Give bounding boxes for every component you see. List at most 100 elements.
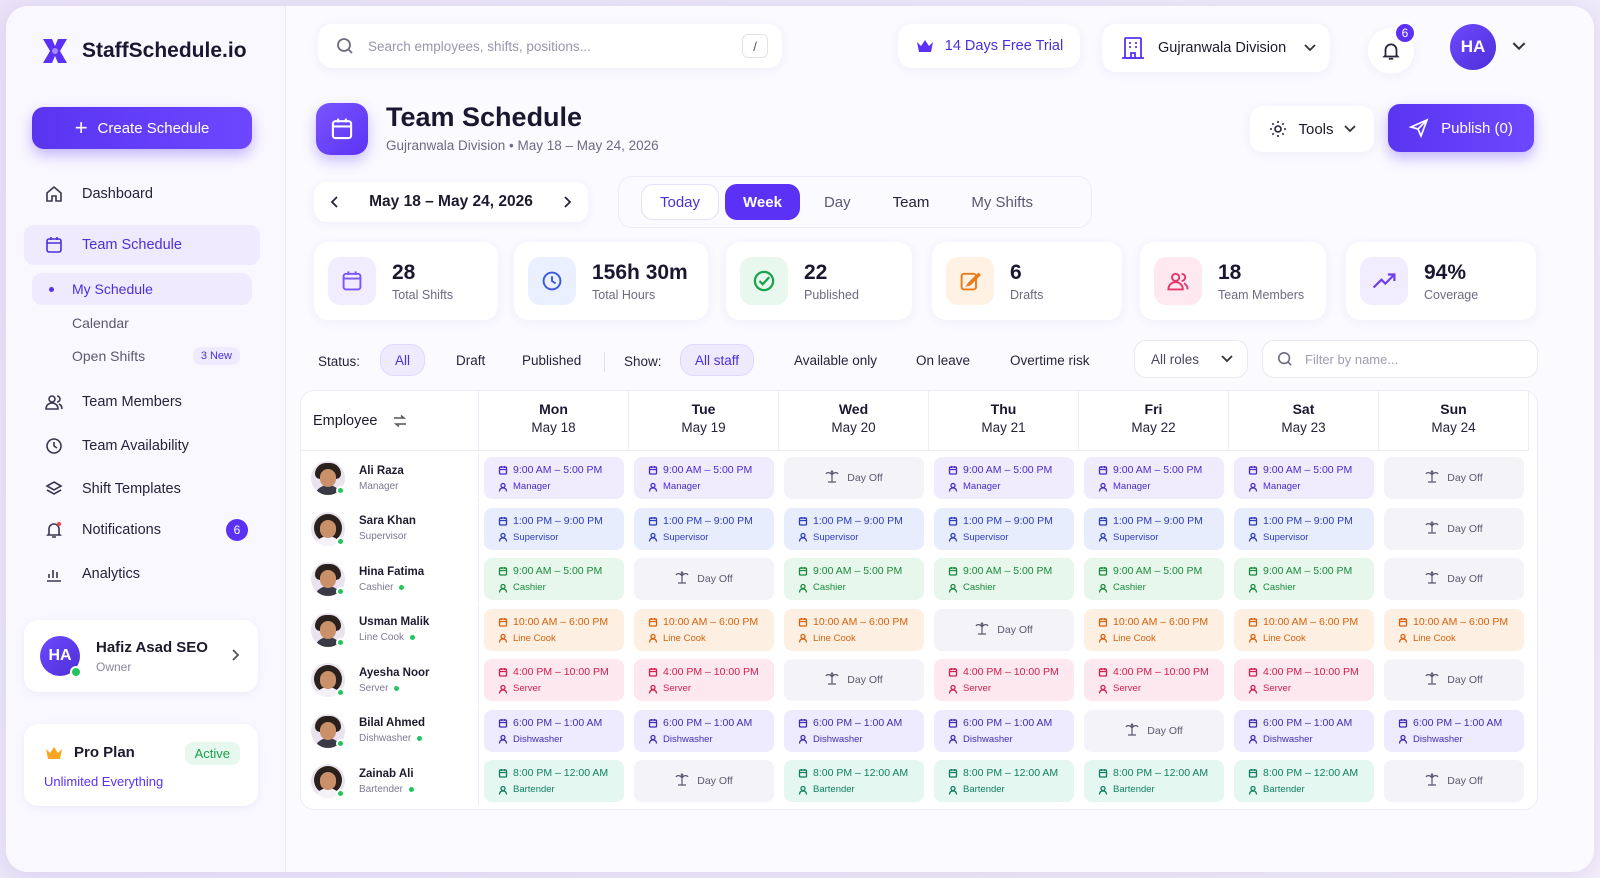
employee-row-header[interactable]: Hina Fatima Cashier <box>301 554 479 604</box>
shift-block[interactable]: 4:00 PM – 10:00 PM Server <box>1084 659 1224 701</box>
sort-icon[interactable] <box>393 414 407 427</box>
sidebar-item-analytics[interactable]: Analytics <box>24 554 260 594</box>
day-off-cell[interactable]: Day Off <box>1384 457 1524 499</box>
sidebar-item-shift-templates[interactable]: Shift Templates <box>24 469 260 509</box>
shift-block[interactable]: 9:00 AM – 5:00 PM Manager <box>484 457 624 499</box>
sidebar-subitem-calendar[interactable]: Calendar <box>32 307 252 339</box>
shift-block[interactable]: 10:00 AM – 6:00 PM Line Cook <box>1234 608 1374 651</box>
day-column-header[interactable]: Sun May 24 <box>1379 391 1529 451</box>
user-profile-card[interactable]: HA Hafiz Asad SEO Owner <box>24 620 258 692</box>
stat-card-total-hours[interactable]: 156h 30m Total Hours <box>514 242 708 320</box>
account-avatar[interactable]: HA <box>1450 24 1496 70</box>
day-column-header[interactable]: Tue May 19 <box>629 391 779 451</box>
day-column-header[interactable]: Wed May 20 <box>779 391 929 451</box>
employee-row-header[interactable]: Zainab Ali Bartender <box>301 756 479 806</box>
shift-block[interactable]: 6:00 PM – 1:00 AM Dishwasher <box>1234 709 1374 752</box>
tab-today[interactable]: Today <box>641 184 720 220</box>
shift-block[interactable]: 10:00 AM – 6:00 PM Line Cook <box>1084 608 1224 651</box>
day-off-cell[interactable]: Day Off <box>1384 558 1524 600</box>
sidebar-item-team-members[interactable]: Team Members <box>24 382 260 422</box>
tools-menu-button[interactable]: Tools <box>1250 106 1374 152</box>
shift-block[interactable]: 9:00 AM – 5:00 PM Manager <box>1084 457 1224 499</box>
shift-block[interactable]: 9:00 AM – 5:00 PM Cashier <box>784 558 924 600</box>
publish-button[interactable]: Publish (0) <box>1388 104 1534 152</box>
shift-block[interactable]: 4:00 PM – 10:00 PM Server <box>934 659 1074 701</box>
shift-block[interactable]: 6:00 PM – 1:00 AM Dishwasher <box>784 709 924 752</box>
tab-team[interactable]: Team <box>892 193 930 211</box>
tab-day[interactable]: Day <box>823 193 851 211</box>
plan-card[interactable]: Pro Plan Active Unlimited Everything <box>24 724 258 806</box>
day-off-cell[interactable]: Day Off <box>1084 709 1224 752</box>
show-filter-all-staff[interactable]: All staff <box>680 344 755 376</box>
shift-block[interactable]: 6:00 PM – 1:00 AM Dishwasher <box>634 709 774 752</box>
status-filter-published[interactable]: Published <box>522 352 582 368</box>
day-column-header[interactable]: Fri May 22 <box>1079 391 1229 451</box>
show-filter-available[interactable]: Available only <box>794 352 878 368</box>
shift-block[interactable]: 9:00 AM – 5:00 PM Cashier <box>1084 558 1224 600</box>
day-off-cell[interactable]: Day Off <box>784 457 924 499</box>
shift-block[interactable]: 4:00 PM – 10:00 PM Server <box>484 659 624 701</box>
sidebar-item-dashboard[interactable]: Dashboard <box>24 174 260 214</box>
tab-my-shifts[interactable]: My Shifts <box>971 193 1034 211</box>
shift-block[interactable]: 1:00 PM – 9:00 PM Supervisor <box>934 507 1074 550</box>
shift-block[interactable]: 8:00 PM – 12:00 AM Bartender <box>784 760 924 802</box>
stat-card-drafts[interactable]: 6 Drafts <box>932 242 1122 320</box>
global-search[interactable]: Search employees, shifts, positions... / <box>318 24 782 68</box>
brand-logo[interactable]: StaffSchedule.io <box>40 36 247 66</box>
sidebar-subitem-my-schedule[interactable]: My Schedule <box>32 273 252 305</box>
sidebar-item-team-schedule[interactable]: Team Schedule <box>24 225 260 265</box>
day-column-header[interactable]: Mon May 18 <box>479 391 629 451</box>
shift-block[interactable]: 9:00 AM – 5:00 PM Manager <box>634 457 774 499</box>
shift-block[interactable]: 6:00 PM – 1:00 AM Dishwasher <box>484 709 624 752</box>
shift-block[interactable]: 10:00 AM – 6:00 PM Line Cook <box>484 608 624 651</box>
day-off-cell[interactable]: Day Off <box>634 558 774 600</box>
shift-block[interactable]: 1:00 PM – 9:00 PM Supervisor <box>1084 507 1224 550</box>
sidebar-item-team-availability[interactable]: Team Availability <box>24 426 260 466</box>
stat-card-total-shifts[interactable]: 28 Total Shifts <box>314 242 498 320</box>
shift-block[interactable]: 1:00 PM – 9:00 PM Supervisor <box>1234 507 1374 550</box>
stat-card-team-members[interactable]: 18 Team Members <box>1140 242 1326 320</box>
employee-row-header[interactable]: Usman Malik Line Cook <box>301 604 479 655</box>
day-column-header[interactable]: Thu May 21 <box>929 391 1079 451</box>
employee-row-header[interactable]: Sara Khan Supervisor <box>301 503 479 554</box>
day-column-header[interactable]: Sat May 23 <box>1229 391 1379 451</box>
sidebar-item-notifications[interactable]: Notifications 6 <box>24 510 260 550</box>
chevron-left-icon[interactable] <box>330 195 340 209</box>
show-filter-on-leave[interactable]: On leave <box>916 352 971 368</box>
chevron-right-icon[interactable] <box>562 195 572 209</box>
day-off-cell[interactable]: Day Off <box>784 659 924 701</box>
shift-block[interactable]: 10:00 AM – 6:00 PM Line Cook <box>784 608 924 651</box>
shift-block[interactable]: 1:00 PM – 9:00 PM Supervisor <box>634 507 774 550</box>
free-trial-button[interactable]: 14 Days Free Trial <box>898 24 1080 68</box>
roles-dropdown[interactable]: All roles <box>1134 340 1248 378</box>
day-off-cell[interactable]: Day Off <box>934 608 1074 651</box>
employee-row-header[interactable]: Ayesha Noor Server <box>301 655 479 705</box>
tab-week[interactable]: Week <box>725 184 800 220</box>
show-filter-overtime-risk[interactable]: Overtime risk <box>1010 352 1090 368</box>
create-schedule-button[interactable]: + Create Schedule <box>32 107 252 149</box>
shift-block[interactable]: 8:00 PM – 12:00 AM Bartender <box>484 760 624 802</box>
day-off-cell[interactable]: Day Off <box>1384 507 1524 550</box>
filter-by-name-input[interactable]: Filter by name... <box>1262 340 1538 378</box>
shift-block[interactable]: 8:00 PM – 12:00 AM Bartender <box>934 760 1074 802</box>
day-off-cell[interactable]: Day Off <box>1384 760 1524 802</box>
sidebar-subitem-open-shifts[interactable]: Open Shifts 3 New <box>32 340 252 372</box>
shift-block[interactable]: 8:00 PM – 12:00 AM Bartender <box>1084 760 1224 802</box>
shift-block[interactable]: 9:00 AM – 5:00 PM Manager <box>1234 457 1374 499</box>
employee-row-header[interactable]: Bilal Ahmed Dishwasher <box>301 705 479 756</box>
status-filter-all[interactable]: All <box>380 344 426 376</box>
chevron-down-icon[interactable] <box>1512 42 1526 51</box>
shift-block[interactable]: 8:00 PM – 12:00 AM Bartender <box>1234 760 1374 802</box>
search-input[interactable]: Search employees, shifts, positions... <box>368 38 591 54</box>
shift-block[interactable]: 10:00 AM – 6:00 PM Line Cook <box>634 608 774 651</box>
stat-card-coverage[interactable]: 94% Coverage <box>1346 242 1536 320</box>
status-filter-draft[interactable]: Draft <box>456 352 486 368</box>
shift-block[interactable]: 1:00 PM – 9:00 PM Supervisor <box>784 507 924 550</box>
shift-block[interactable]: 9:00 AM – 5:00 PM Cashier <box>484 558 624 600</box>
employee-column-header[interactable]: Employee <box>301 391 479 451</box>
stat-card-published[interactable]: 22 Published <box>726 242 912 320</box>
shift-block[interactable]: 4:00 PM – 10:00 PM Server <box>1234 659 1374 701</box>
division-selector[interactable]: Gujranwala Division <box>1102 24 1330 72</box>
shift-block[interactable]: 6:00 PM – 1:00 AM Dishwasher <box>934 709 1074 752</box>
day-off-cell[interactable]: Day Off <box>634 760 774 802</box>
